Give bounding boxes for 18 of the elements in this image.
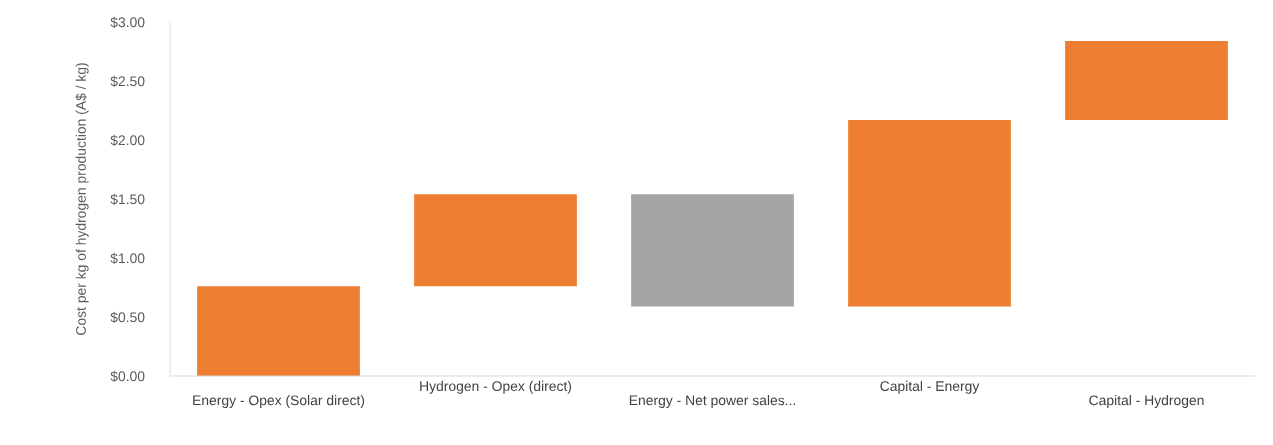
y-tick-label: $0.00 [110,370,145,382]
y-tick-label: $2.50 [110,75,145,87]
x-tick-label: Energy - Net power sales... [629,395,795,408]
bar [848,119,1011,307]
y-axis-title: Cost per kg of hydrogen production (A$ / kg) [75,63,89,335]
y-tick-label: $3.00 [110,16,145,28]
x-tick-label: Capital - Energy [880,380,980,394]
bar [197,286,360,376]
bar [631,194,794,307]
bar [414,194,577,287]
y-tick-label: $1.00 [110,252,145,264]
y-tick-label: $1.50 [110,193,145,205]
y-tick-label: $2.00 [110,134,145,146]
bar [1065,40,1228,120]
x-tick-label: Hydrogen - Opex (direct) [420,380,572,394]
x-tick-label: Capital - Hydrogen [1089,395,1204,408]
x-tick-label: Energy - Opex (Solar direct) [193,395,365,408]
y-tick-label: $0.50 [110,311,145,323]
